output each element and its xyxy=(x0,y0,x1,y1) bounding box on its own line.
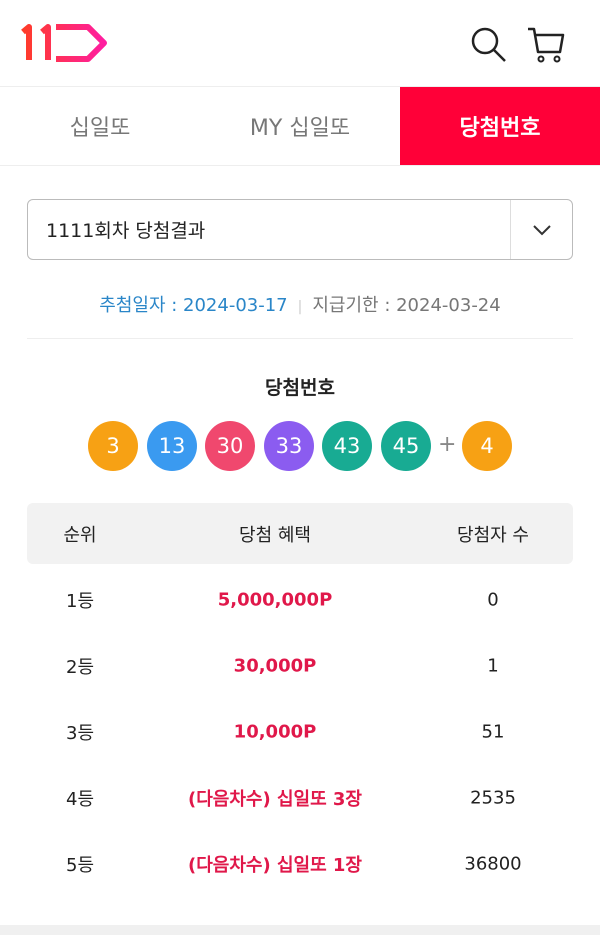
divider xyxy=(27,338,573,339)
number-ball: 43 xyxy=(322,421,372,471)
round-select-value: 1111회차 당첨결과 xyxy=(46,220,206,242)
dates: 추첨일자 : 2024-03-17 | 지급기한 : 2024-03-24 xyxy=(0,291,600,317)
prize: 5,000,000P xyxy=(217,589,333,611)
prize: (다음차수) 십일또 1장 xyxy=(188,855,362,876)
footer-strip xyxy=(0,925,600,935)
round-select[interactable]: 1111회차 당첨결과 xyxy=(27,199,573,260)
winner-count: 1 xyxy=(487,655,499,677)
prize: 30,000P xyxy=(233,655,317,677)
winner-count: 0 xyxy=(487,589,499,611)
table-row: 1등 5,000,000P 0 xyxy=(27,580,573,620)
tab-my-lotto[interactable]: MY 십일또 xyxy=(249,116,351,141)
search-icon[interactable] xyxy=(470,26,508,64)
table-row: 4등 (다음차수) 십일또 3장 2535 xyxy=(27,778,573,818)
bonus-ball: 4 xyxy=(462,421,512,471)
numbers-title: 당첨번호 xyxy=(265,377,335,399)
rank: 4등 xyxy=(65,789,95,810)
table-row: 3등 10,000P 51 xyxy=(27,712,573,752)
table-row: 5등 (다음차수) 십일또 1장 36800 xyxy=(27,844,573,884)
divider: | xyxy=(297,299,303,315)
draw-date: 추첨일자 : 2024-03-17 xyxy=(99,295,288,316)
tab-bar: 십일또 MY 십일또 당첨번호 xyxy=(0,86,600,166)
chevron-down-icon[interactable] xyxy=(510,200,572,259)
table-header: 순위 당첨 혜택 당첨자 수 xyxy=(27,503,573,564)
number-ball: 30 xyxy=(205,421,255,471)
cart-icon[interactable] xyxy=(526,26,566,66)
payment-deadline: 지급기한 : 2024-03-24 xyxy=(312,295,501,316)
header xyxy=(0,0,600,86)
number-ball: 13 xyxy=(147,421,197,471)
plus-sign: + xyxy=(438,432,457,457)
winner-count: 36800 xyxy=(464,853,522,875)
rank: 2등 xyxy=(65,657,95,678)
number-ball: 33 xyxy=(264,421,314,471)
logo[interactable] xyxy=(20,22,110,64)
number-ball: 3 xyxy=(88,421,138,471)
prize: 10,000P xyxy=(233,721,317,743)
header-rank: 순위 xyxy=(63,524,97,546)
tab-winning-numbers[interactable]: 당첨번호 xyxy=(400,87,600,165)
table-row: 2등 30,000P 1 xyxy=(27,646,573,686)
number-ball: 45 xyxy=(381,421,431,471)
rank: 3등 xyxy=(65,723,95,744)
rank: 1등 xyxy=(65,591,95,612)
winner-count: 2535 xyxy=(470,787,516,809)
rank: 5등 xyxy=(65,855,95,876)
winner-count: 51 xyxy=(481,721,505,743)
prize: (다음차수) 십일또 3장 xyxy=(188,789,362,810)
header-prize: 당첨 혜택 xyxy=(239,524,311,546)
header-winners: 당첨자 수 xyxy=(457,524,529,546)
tab-lotto[interactable]: 십일또 xyxy=(69,116,131,141)
